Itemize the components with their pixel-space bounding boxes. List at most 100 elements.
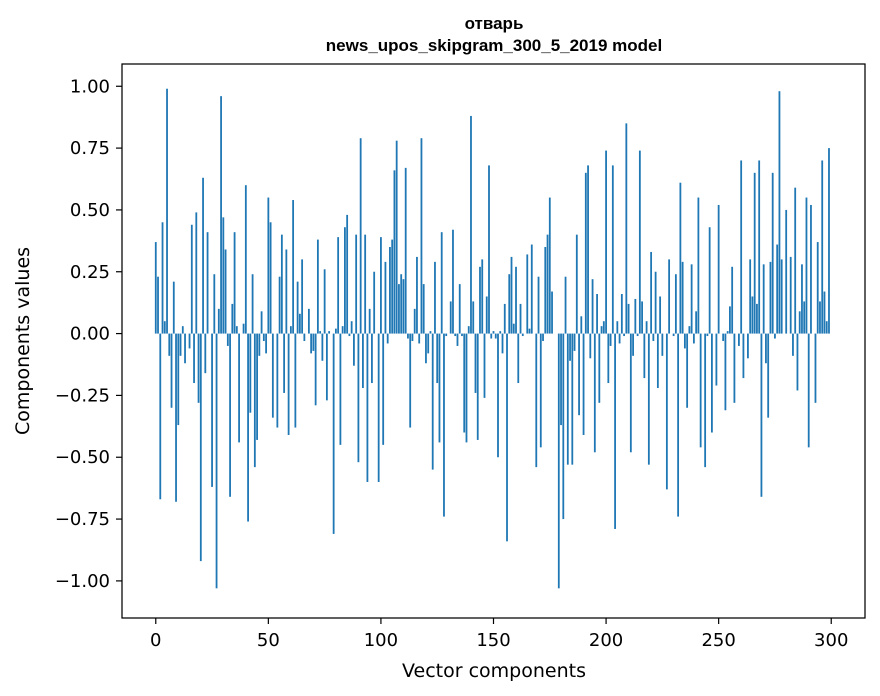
bar (607, 333, 610, 384)
bar (251, 274, 254, 334)
bar (249, 333, 252, 413)
bar (616, 321, 619, 334)
bar (238, 333, 240, 443)
bar (692, 333, 695, 344)
bar (674, 274, 677, 334)
bar (659, 296, 662, 334)
bar (314, 333, 317, 406)
bar (420, 138, 423, 334)
bar (319, 331, 322, 334)
bar (810, 204, 812, 334)
bar (283, 333, 286, 393)
bar (711, 333, 713, 433)
bar (154, 242, 157, 334)
bar (643, 333, 646, 379)
x-tick-label: 50 (257, 630, 280, 651)
bar (431, 333, 434, 470)
bar (242, 323, 245, 334)
bar (769, 261, 772, 334)
bar (231, 303, 234, 334)
bar (722, 333, 725, 341)
bar (267, 197, 270, 334)
bar (623, 333, 625, 337)
bar (681, 261, 684, 334)
bar (627, 303, 630, 334)
bar (656, 333, 659, 388)
bar (578, 333, 580, 416)
bar (298, 313, 301, 334)
bar (582, 333, 585, 435)
bar (618, 333, 621, 344)
bar (222, 217, 225, 334)
bar (159, 333, 162, 500)
bar (620, 294, 623, 334)
bar (321, 333, 324, 361)
bar (398, 284, 400, 334)
bar (733, 333, 736, 403)
bar (677, 333, 680, 517)
bar (328, 331, 331, 334)
bar (481, 259, 484, 334)
bar (443, 333, 445, 517)
bar (699, 333, 702, 448)
bar (562, 333, 565, 520)
bar (605, 150, 607, 334)
bar (508, 274, 511, 334)
bar (235, 326, 238, 334)
bar (695, 311, 698, 334)
bar (389, 247, 391, 334)
bar (600, 326, 603, 334)
bar (697, 197, 700, 334)
bar (474, 333, 477, 393)
bar (456, 333, 459, 346)
bar (537, 276, 540, 334)
bar (821, 160, 824, 334)
chart-subtitle: news_upos_skipgram_300_5_2019 model (326, 36, 662, 55)
bar (823, 291, 826, 334)
bar (758, 160, 761, 334)
bar (215, 333, 218, 589)
bar (512, 323, 515, 334)
bar (172, 281, 175, 334)
bar (220, 96, 222, 334)
bar (371, 333, 373, 384)
bar (789, 256, 792, 334)
bar (181, 326, 184, 334)
bar (400, 274, 403, 334)
bar (307, 308, 310, 334)
bar (654, 271, 657, 334)
bar (596, 294, 598, 334)
bar (774, 333, 776, 339)
bar (393, 170, 396, 334)
bar (749, 259, 752, 334)
bar (492, 331, 495, 334)
bar (729, 306, 731, 334)
bar (636, 333, 639, 337)
bar (253, 333, 256, 468)
bar (816, 242, 819, 334)
bar (652, 333, 655, 341)
bar (359, 138, 362, 334)
bar (380, 237, 382, 334)
bar (289, 326, 292, 334)
bar (463, 333, 466, 433)
bar (161, 222, 164, 334)
bar (166, 88, 168, 334)
bar (672, 333, 675, 337)
x-tick-label: 0 (150, 630, 161, 651)
bar (526, 254, 529, 334)
bar (271, 333, 274, 418)
bar (544, 247, 547, 334)
bar (303, 333, 306, 341)
bar (368, 308, 371, 334)
bar (557, 333, 560, 589)
bar (179, 333, 182, 356)
bar (560, 333, 562, 426)
bar (244, 185, 247, 334)
bar (503, 303, 506, 334)
bar (796, 333, 799, 391)
bar (686, 333, 689, 408)
bar (580, 316, 583, 334)
bar (542, 333, 544, 341)
bar (638, 150, 641, 334)
